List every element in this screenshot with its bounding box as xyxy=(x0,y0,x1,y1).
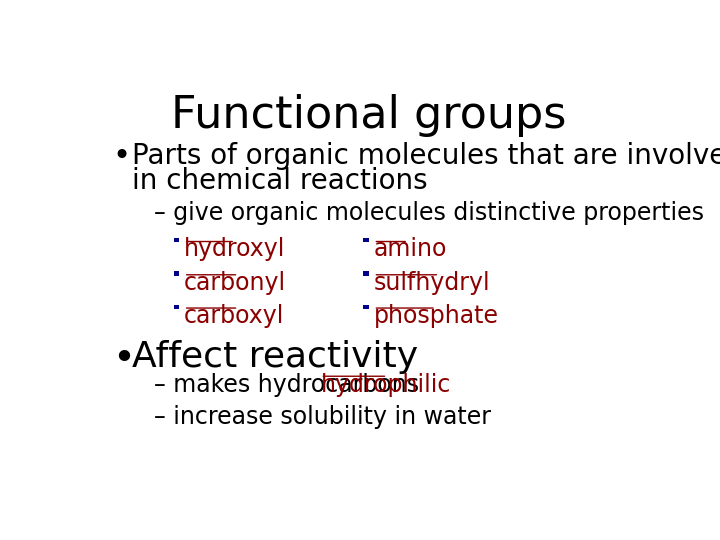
Bar xyxy=(364,272,369,275)
Bar xyxy=(364,305,369,309)
Bar xyxy=(174,272,179,275)
Text: sulfhydryl: sulfhydryl xyxy=(374,271,490,295)
Text: – give organic molecules distinctive properties: – give organic molecules distinctive pro… xyxy=(154,201,704,225)
Text: phosphate: phosphate xyxy=(374,304,498,328)
Text: Parts of organic molecules that are involved: Parts of organic molecules that are invo… xyxy=(132,141,720,170)
Bar xyxy=(364,238,369,242)
Text: carboxyl: carboxyl xyxy=(184,304,284,328)
Text: – makes hydrocarbons: – makes hydrocarbons xyxy=(154,373,427,397)
Text: •: • xyxy=(112,141,130,171)
Text: hydrophilic: hydrophilic xyxy=(320,373,451,397)
Text: hydroxyl: hydroxyl xyxy=(184,238,285,261)
Bar xyxy=(174,305,179,309)
Text: in chemical reactions: in chemical reactions xyxy=(132,167,428,195)
Text: – increase solubility in water: – increase solubility in water xyxy=(154,404,491,429)
Bar xyxy=(174,238,179,242)
Text: carbonyl: carbonyl xyxy=(184,271,286,295)
Text: Functional groups: Functional groups xyxy=(171,94,567,137)
Text: amino: amino xyxy=(374,238,447,261)
Text: Affect reactivity: Affect reactivity xyxy=(132,340,418,374)
Text: •: • xyxy=(112,340,135,378)
